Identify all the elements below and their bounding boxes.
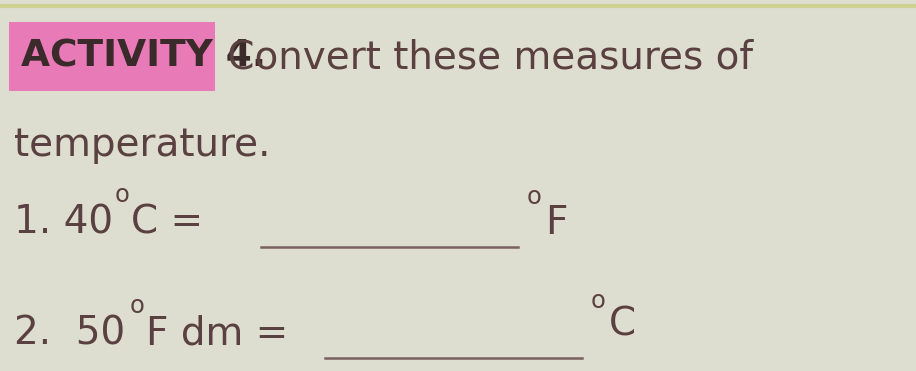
Text: F dm =: F dm =	[146, 315, 300, 353]
Text: Convert these measures of: Convert these measures of	[215, 39, 753, 76]
Text: C =: C =	[131, 204, 215, 242]
FancyBboxPatch shape	[9, 22, 215, 91]
Text: o: o	[114, 183, 129, 207]
Text: F: F	[545, 204, 568, 242]
Text: 2.  50: 2. 50	[14, 315, 125, 353]
Text: ACTIVITY 4.: ACTIVITY 4.	[21, 39, 267, 75]
Text: o: o	[591, 289, 605, 312]
Text: o: o	[129, 294, 144, 318]
Text: temperature.: temperature.	[14, 126, 270, 164]
Text: C: C	[609, 306, 637, 344]
Text: o: o	[527, 185, 541, 209]
Text: 1. 40: 1. 40	[14, 204, 113, 242]
